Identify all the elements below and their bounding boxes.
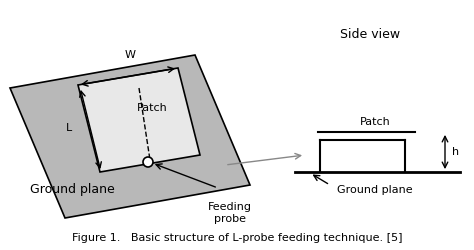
Text: W: W	[125, 50, 136, 60]
Circle shape	[143, 157, 153, 167]
Text: h: h	[452, 147, 459, 157]
Polygon shape	[78, 68, 200, 172]
Text: Patch: Patch	[137, 103, 167, 113]
Text: Side view: Side view	[340, 28, 400, 41]
Polygon shape	[10, 55, 250, 218]
Text: Feeding
probe: Feeding probe	[208, 202, 252, 224]
Text: Ground plane: Ground plane	[337, 185, 413, 195]
Text: L: L	[66, 123, 72, 133]
Text: Ground plane: Ground plane	[30, 184, 115, 196]
Text: Figure 1.   Basic structure of L-probe feeding technique. [5]: Figure 1. Basic structure of L-probe fee…	[72, 233, 402, 243]
Text: Patch: Patch	[360, 117, 391, 127]
